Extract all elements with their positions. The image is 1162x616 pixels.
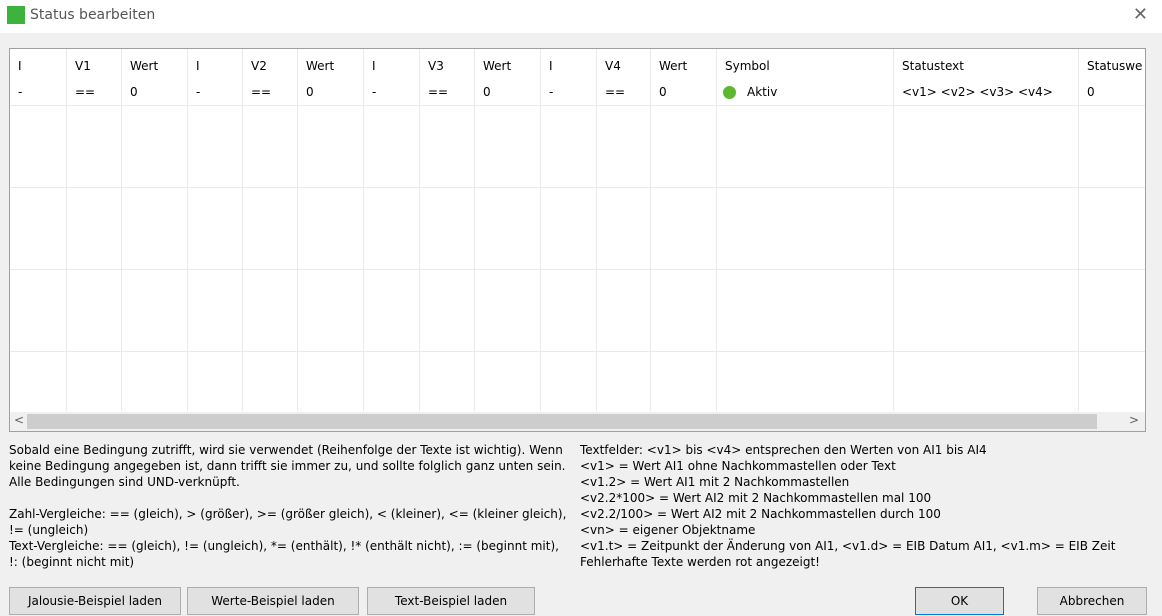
help-paragraph: Sobald eine Bedingung zutrifft, wird sie… — [9, 442, 566, 490]
help-paragraph: Zahl-Vergleiche: == (gleich), > (größer)… — [9, 506, 566, 570]
table-cell: Aktiv — [747, 85, 778, 99]
help-line: Sobald eine Bedingung zutrifft, wird sie… — [9, 443, 563, 457]
table-column: I- — [364, 49, 420, 411]
scroll-thumb[interactable] — [27, 414, 1097, 429]
close-button[interactable]: ✕ — [1132, 4, 1148, 25]
help-line: <v2.2/100> = Wert AI2 mit 2 Nachkommaste… — [580, 507, 941, 521]
table-column: I- — [541, 49, 597, 411]
app-icon — [7, 6, 25, 24]
column-header: Wert — [306, 59, 335, 73]
column-header: Statuswe — [1087, 59, 1143, 73]
table-column: I- — [10, 49, 67, 411]
table-column: V3 == — [420, 49, 475, 411]
table-column: Wert 0 — [298, 49, 364, 411]
help-line: Zahl-Vergleiche: == (gleich), > (größer)… — [9, 507, 567, 521]
column-header: Wert — [659, 59, 688, 73]
table-cell: - — [372, 85, 377, 99]
table-cell: - — [549, 85, 554, 99]
status-table: I - V1 == Wert 0 I - V2 == Wert 0 I - V3 == Wert 0 I - V4 == W… — [9, 48, 1146, 432]
action-button[interactable]: Jalousie-Beispiel laden — [9, 587, 181, 615]
help-line: Textfelder: <v1> bis <v4> entsprechen de… — [580, 443, 987, 457]
table-column: Symbol Aktiv — [717, 49, 894, 411]
table-cell: 0 — [130, 85, 138, 99]
dialog-button[interactable]: Abbrechen — [1037, 587, 1147, 615]
table-column: Wert 0 — [122, 49, 188, 411]
dialog-button[interactable]: OK — [915, 587, 1004, 615]
column-header: V4 — [605, 59, 621, 73]
table-cell: 0 — [659, 85, 667, 99]
column-header: Wert — [130, 59, 159, 73]
help-line: <vn> = eigener Objektname — [580, 523, 756, 537]
column-header: V2 — [251, 59, 267, 73]
table-column: I- — [188, 49, 243, 411]
table-cell: - — [196, 85, 201, 99]
table-cell: == — [75, 85, 96, 99]
table-cell: == — [605, 85, 626, 99]
help-line: Text-Vergleiche: == (gleich), != (unglei… — [9, 539, 559, 553]
column-header: I — [18, 59, 22, 73]
column-header: Statustext — [902, 59, 964, 73]
table-column: V1 == — [67, 49, 122, 411]
table-cell: == — [251, 85, 272, 99]
table-cell: == — [428, 85, 449, 99]
column-header: I — [372, 59, 376, 73]
scroll-right[interactable]: > — [1128, 413, 1139, 427]
column-header: V1 — [75, 59, 91, 73]
table-column: V2 == — [243, 49, 298, 411]
help-line: !: (beginnt nicht mit) — [9, 555, 135, 569]
help-line: keine Bedingung angegeben ist, dann trif… — [9, 459, 566, 473]
table-cell: 0 — [483, 85, 491, 99]
column-header: Wert — [483, 59, 512, 73]
window-title: Status bearbeiten — [30, 7, 156, 23]
table-column: V4 == — [597, 49, 651, 411]
scroll-left[interactable]: < — [14, 413, 25, 427]
table-cell: <v1> <v2> <v3> <v4> — [902, 85, 1053, 99]
column-header: Symbol — [725, 59, 770, 73]
help-left: Sobald eine Bedingung zutrifft, wird sie… — [9, 442, 566, 570]
table-cell: 0 — [306, 85, 314, 99]
column-header: V3 — [428, 59, 444, 73]
table-column: Statustext <v1> <v2> <v3> <v4> — [894, 49, 1079, 411]
help-right: Textfelder: <v1> bis <v4> entsprechen de… — [580, 442, 1115, 570]
table-column: Wert 0 — [475, 49, 541, 411]
help-line: Alle Bedingungen sind UND-verknüpft. — [9, 475, 240, 489]
table-column: Wert 0 — [651, 49, 717, 411]
table-cell: 0 — [1087, 85, 1095, 99]
title-bar: Status bearbeiten ✕ — [0, 0, 1162, 33]
help-line: != (ungleich) — [9, 523, 89, 537]
action-button[interactable]: Text-Beispiel laden — [367, 587, 535, 615]
help-line: <v2.2*100> = Wert AI2 mit 2 Nachkommaste… — [580, 491, 932, 505]
table-column: Statuswe 0 — [1079, 49, 1145, 411]
column-header: I — [196, 59, 200, 73]
help-line: <v1> = Wert AI1 ohne Nachkommastellen od… — [580, 459, 896, 473]
action-button[interactable]: Werte-Beispiel laden — [187, 587, 359, 615]
help-line: <v1.2> = Wert AI1 mit 2 Nachkommastellen — [580, 475, 850, 489]
help-line: Fehlerhafte Texte werden rot angezeigt! — [580, 555, 820, 569]
help-line: <v1.t> = Zeitpunkt der Änderung von AI1,… — [580, 539, 1116, 553]
status-icon — [723, 86, 736, 99]
horizontal-scrollbar[interactable]: < > — [10, 412, 1145, 431]
column-header: I — [549, 59, 553, 73]
table-cell: - — [18, 85, 23, 99]
